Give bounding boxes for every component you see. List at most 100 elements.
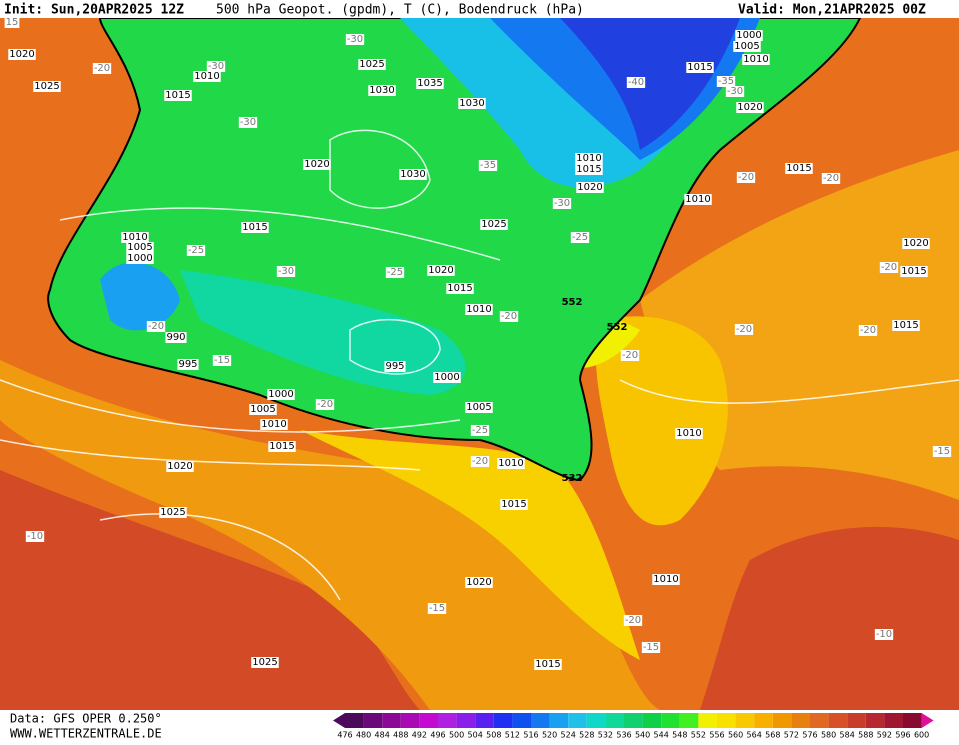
colorbar-swatch	[493, 713, 513, 728]
temperature-label-box	[626, 77, 646, 88]
colorbar-swatch	[568, 713, 587, 728]
isobar-label: 1015	[893, 320, 918, 331]
isobar-label: 1000	[736, 30, 761, 41]
colorbar-label: 564	[747, 731, 762, 740]
isobar-label: 1005	[250, 404, 275, 415]
isobar-label: 995	[178, 359, 197, 370]
colorbar-swatch	[605, 713, 624, 728]
temperature-label: -15	[643, 642, 659, 653]
isobar-line	[59, 207, 501, 261]
colorbar-label: 572	[784, 731, 799, 740]
isobar-label-box	[892, 320, 920, 331]
colorbar-swatch	[698, 713, 717, 728]
isobar-label-box	[241, 222, 269, 233]
field-warm	[0, 470, 420, 710]
isobar-label: 1005	[127, 242, 152, 253]
temperature-label: -30	[278, 266, 294, 277]
colorbar-label: 544	[654, 731, 669, 740]
height-label: 532	[562, 473, 583, 484]
field-deep-blue	[560, 18, 740, 150]
isobar-label-box	[399, 169, 427, 180]
isobar-label-box	[8, 49, 36, 60]
temperature-label-box	[821, 173, 841, 184]
colorbar-swatch	[847, 713, 866, 728]
temperature-label: -10	[876, 629, 892, 640]
isobar-label: 1025	[359, 59, 384, 70]
colorbar-label: 552	[691, 731, 706, 740]
colorbar-swatch	[754, 713, 773, 728]
colorbar-swatch	[382, 713, 401, 728]
colorbar-label: 568	[765, 731, 780, 740]
isobar-label: 1030	[369, 85, 394, 96]
temperature-label-box	[874, 629, 894, 640]
colorbar-label: 600	[914, 731, 929, 740]
colorbar-label: 536	[616, 731, 631, 740]
temperature-label-box	[552, 198, 572, 209]
colorbar-swatch	[400, 713, 420, 728]
temperature-label-box	[385, 267, 405, 278]
temperature-label: -20	[625, 615, 641, 626]
colorbar-label: 520	[542, 731, 557, 740]
temperature-label-box	[146, 321, 166, 332]
isobar-label-box	[368, 85, 396, 96]
field-warm	[700, 526, 959, 710]
temperature-label: 15	[6, 17, 19, 28]
isobar-label-box	[742, 54, 770, 65]
temperature-label-box	[725, 86, 745, 97]
isobar-label-box	[446, 283, 474, 294]
isobar-label: 1010	[685, 194, 710, 205]
isobar-label: 1010	[743, 54, 768, 65]
colorbar-swatch	[810, 713, 829, 728]
temperature-label-box	[238, 117, 258, 128]
temperature-label-box	[25, 531, 45, 542]
colorbar-label: 516	[523, 731, 538, 740]
isobar-label: 1020	[737, 102, 762, 113]
temperature-label-box	[315, 399, 335, 410]
temperature-label: -20	[860, 325, 876, 336]
isobar-label-box	[164, 90, 192, 101]
isobar-label-box	[500, 499, 528, 510]
colorbar-swatch	[679, 713, 699, 728]
colorbar-label: 476	[337, 731, 352, 740]
temperature-label-box	[4, 17, 20, 28]
isobar-line	[349, 318, 441, 375]
isobar-label-box	[686, 62, 714, 73]
colorbar-swatch	[438, 713, 457, 728]
temperature-label: -35	[718, 76, 734, 87]
temperature-label: -20	[823, 173, 839, 184]
isobar-line	[0, 439, 421, 471]
colorbar-label: 576	[802, 731, 817, 740]
isobar-label-box	[177, 359, 199, 370]
isobar-label-box	[433, 372, 461, 383]
colorbar-swatch	[512, 713, 531, 728]
isobar-label: 1010	[653, 574, 678, 585]
isobar-label: 1020	[466, 577, 491, 588]
temperature-label-box	[641, 642, 661, 653]
isobar-label: 1015	[535, 659, 560, 670]
temperature-label: -20	[148, 321, 164, 332]
colorbar-swatch	[345, 713, 364, 728]
height-label: 552	[607, 322, 628, 333]
isobar-label-box	[465, 402, 493, 413]
isobar-label-box	[576, 182, 604, 193]
isobar-label-box	[735, 30, 763, 41]
colorbar-label: 556	[709, 731, 724, 740]
colorbar-swatch	[531, 713, 550, 728]
temperature-label-box	[186, 245, 206, 256]
isobar-label-box	[480, 219, 508, 230]
map-title: 500 hPa Geopot. (gpdm), T (C), Bodendruc…	[216, 3, 584, 18]
isobar-label: 1015	[242, 222, 267, 233]
isobar-label: 1010	[676, 428, 701, 439]
colorbar: 476 480 484 488 492 496 500 504 508 512 516 520 524 5…	[333, 713, 934, 740]
isobar-label: 1035	[417, 78, 442, 89]
valid-time: Valid: Mon,21APR2025 00Z	[738, 3, 926, 18]
colorbar-label: 496	[430, 731, 445, 740]
isobar-label: 1000	[434, 372, 459, 383]
isobar-label-box	[465, 577, 493, 588]
colorbar-swatch	[903, 713, 922, 728]
temperature-label: -30	[347, 34, 363, 45]
isobar-label: 1015	[901, 266, 926, 277]
isobar-label-box	[33, 81, 61, 92]
isobar-label: 1020	[428, 265, 453, 276]
